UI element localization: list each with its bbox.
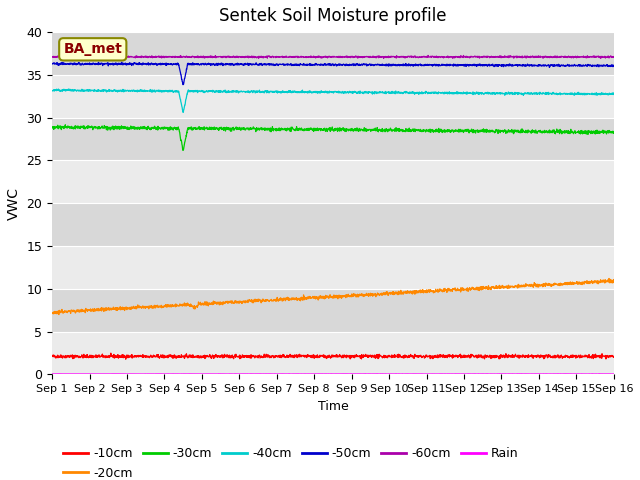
-30cm xyxy=(594,129,602,135)
Bar xyxy=(52,32,614,75)
-20cm xyxy=(55,312,63,317)
Bar xyxy=(52,332,614,374)
-50cm xyxy=(179,82,187,87)
-10cm xyxy=(491,355,499,360)
Rain xyxy=(77,371,84,377)
Rain xyxy=(610,371,618,377)
-50cm xyxy=(307,61,315,67)
Line: -40cm: -40cm xyxy=(52,89,614,112)
X-axis label: Time: Time xyxy=(317,400,348,413)
-20cm xyxy=(605,276,613,281)
Line: -30cm: -30cm xyxy=(52,125,614,150)
Bar xyxy=(52,118,614,160)
-10cm xyxy=(107,350,115,356)
-10cm xyxy=(307,354,315,360)
-10cm xyxy=(610,354,618,360)
Bar xyxy=(52,203,614,246)
Title: Sentek Soil Moisture profile: Sentek Soil Moisture profile xyxy=(220,7,447,25)
Rain xyxy=(594,371,602,377)
Rain xyxy=(321,371,329,377)
-30cm xyxy=(307,126,315,132)
-40cm xyxy=(48,88,56,94)
-50cm xyxy=(48,61,56,67)
-20cm xyxy=(307,296,314,301)
-20cm xyxy=(610,278,618,284)
-50cm xyxy=(491,63,499,69)
-40cm xyxy=(594,91,602,96)
Bar xyxy=(52,246,614,289)
-40cm xyxy=(307,89,315,95)
-40cm xyxy=(491,92,499,97)
Line: -60cm: -60cm xyxy=(52,55,614,59)
-30cm xyxy=(61,122,69,128)
-50cm xyxy=(594,62,602,68)
-40cm xyxy=(65,86,72,92)
Rain xyxy=(481,371,489,377)
-10cm xyxy=(594,354,602,360)
-50cm xyxy=(610,62,618,68)
-10cm xyxy=(48,353,56,359)
Line: -50cm: -50cm xyxy=(52,62,614,84)
Rain xyxy=(594,371,602,377)
-50cm xyxy=(322,61,330,67)
Line: -20cm: -20cm xyxy=(52,278,614,314)
-60cm xyxy=(491,54,499,60)
Rain xyxy=(48,371,56,377)
Text: BA_met: BA_met xyxy=(63,42,122,56)
-30cm xyxy=(610,130,618,136)
-60cm xyxy=(380,56,387,61)
Y-axis label: VWC: VWC xyxy=(7,187,21,220)
-30cm xyxy=(322,128,330,134)
-30cm xyxy=(594,131,602,136)
-10cm xyxy=(122,356,129,362)
-60cm xyxy=(48,54,56,60)
-40cm xyxy=(322,88,330,94)
-40cm xyxy=(610,90,618,96)
-40cm xyxy=(594,92,602,97)
Legend: -10cm, -20cm, -30cm, -40cm, -50cm, -60cm, Rain: -10cm, -20cm, -30cm, -40cm, -50cm, -60cm… xyxy=(58,442,524,480)
-50cm xyxy=(77,61,84,67)
-10cm xyxy=(322,354,330,360)
Line: -10cm: -10cm xyxy=(52,353,614,359)
-60cm xyxy=(610,54,618,60)
Rain xyxy=(392,371,400,377)
Rain xyxy=(307,371,314,377)
Bar xyxy=(52,75,614,118)
-20cm xyxy=(594,278,602,284)
-20cm xyxy=(491,285,499,290)
-40cm xyxy=(179,109,187,115)
-10cm xyxy=(594,353,602,359)
-50cm xyxy=(594,61,602,67)
-20cm xyxy=(322,292,330,298)
-20cm xyxy=(48,310,56,316)
-30cm xyxy=(48,125,56,131)
-60cm xyxy=(424,52,432,58)
Bar xyxy=(52,160,614,203)
Rain xyxy=(491,371,499,377)
-30cm xyxy=(491,129,499,134)
-10cm xyxy=(77,354,84,360)
Bar xyxy=(52,289,614,332)
-30cm xyxy=(77,124,85,130)
-40cm xyxy=(77,87,85,93)
-20cm xyxy=(594,279,602,285)
-60cm xyxy=(307,54,314,60)
-20cm xyxy=(77,307,85,312)
-60cm xyxy=(321,53,329,59)
-30cm xyxy=(179,147,187,153)
-60cm xyxy=(594,54,602,60)
-60cm xyxy=(594,54,602,60)
-60cm xyxy=(77,55,84,60)
-50cm xyxy=(118,60,125,65)
